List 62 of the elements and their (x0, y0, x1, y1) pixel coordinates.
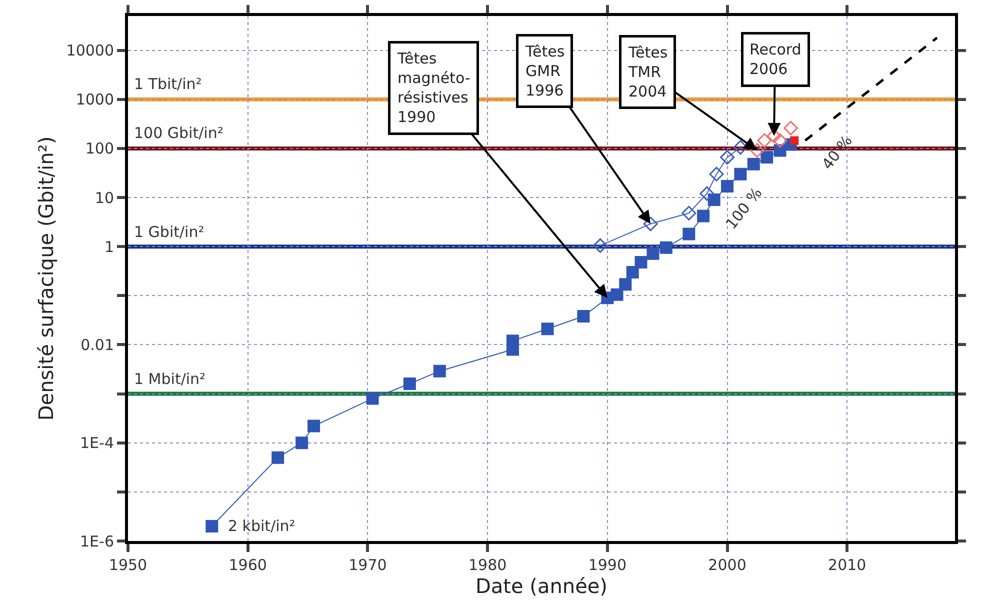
point (308, 420, 320, 432)
point (626, 266, 639, 278)
point (721, 180, 734, 192)
x-tick-label: 2000 (708, 556, 746, 574)
annotation: Têtes GMR 1996 (524, 42, 565, 100)
x-tick-label: 1960 (228, 556, 267, 574)
point (646, 247, 660, 260)
y-tick-label: 10 (94, 188, 114, 207)
annotation: Têtes TMR 2004 (628, 44, 668, 100)
annotation: 40 % (818, 132, 856, 173)
point (660, 241, 672, 254)
y-tick-label: 1 (104, 238, 114, 256)
point (619, 278, 632, 291)
ref-line-label: 1 Mbit/in² (134, 370, 206, 388)
point (643, 216, 658, 232)
point (592, 238, 608, 253)
y-tick-label: 10000 (66, 42, 114, 60)
ref-line-label: 1 Gbit/in² (134, 223, 204, 241)
point (682, 206, 696, 220)
point (541, 322, 554, 336)
ref-line-label: 100 Gbit/in² (134, 124, 224, 142)
point (610, 288, 624, 301)
point (708, 194, 720, 206)
point (760, 151, 774, 164)
x-tick-label: 1970 (348, 556, 387, 574)
annotation: Record 2006 (750, 40, 802, 78)
point (366, 392, 379, 405)
point (733, 140, 748, 155)
point (403, 378, 416, 390)
point (720, 150, 735, 165)
point (682, 228, 696, 240)
x-tick-label: 1980 (468, 556, 507, 574)
point (296, 436, 308, 450)
point (784, 120, 798, 136)
x-tick-label: 1950 (108, 556, 148, 574)
y-tick-label: 100 (85, 140, 114, 158)
point (747, 158, 760, 170)
annotation: Têtes magnéto- résistives 1990 (396, 50, 470, 126)
point (772, 133, 788, 148)
point (757, 133, 772, 148)
y-tick-label: 1000 (76, 90, 114, 109)
x-axis-title: Date (année) (476, 574, 608, 598)
x-tick-label: 1990 (588, 556, 627, 574)
x-tick-label: 2010 (828, 556, 866, 574)
annotation: 2 kbit/in² (228, 517, 296, 535)
y-tick-label: 1E-6 (80, 532, 114, 550)
point (750, 143, 764, 158)
point (700, 186, 714, 201)
y-tick-label: 1E-4 (80, 434, 114, 452)
point (766, 128, 782, 144)
point (734, 168, 747, 180)
point (697, 210, 710, 222)
point (206, 520, 218, 532)
y-axis-title: Densité surfacique (Gbit/in²) (34, 136, 58, 421)
point (634, 256, 648, 268)
point (577, 310, 590, 323)
point (272, 451, 284, 464)
ref-line-label: 1 Tbit/in² (134, 75, 202, 93)
point (506, 334, 519, 348)
point (709, 166, 724, 182)
point (433, 364, 446, 378)
y-tick-label: 0.01 (80, 336, 114, 354)
